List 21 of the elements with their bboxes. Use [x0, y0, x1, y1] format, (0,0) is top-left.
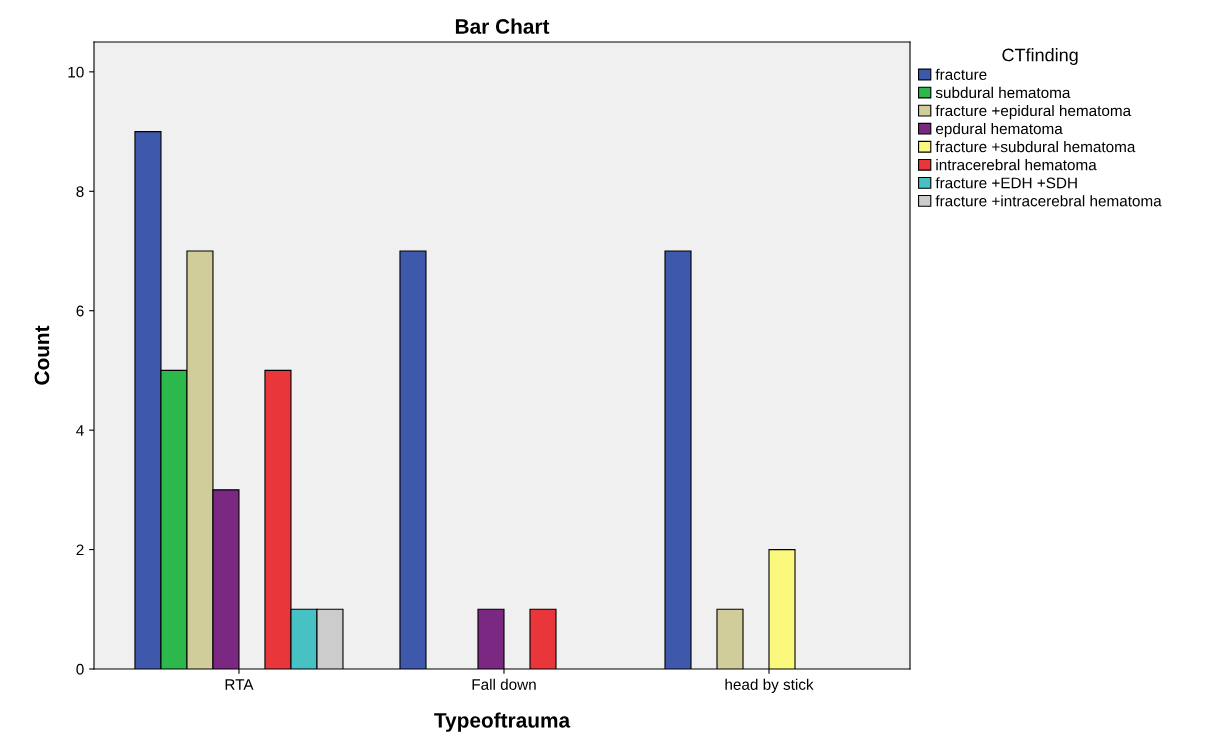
- y-tick-label: 6: [76, 305, 84, 317]
- legend-label: epdural hematoma: [936, 122, 1063, 138]
- y-tick-label: 10: [68, 66, 84, 78]
- legend-label: fracture +subdural hematoma: [935, 141, 1136, 153]
- legend-label: fracture +intracerebral hematoma: [935, 195, 1162, 207]
- legend-label: intracerebral hematoma: [936, 159, 1097, 171]
- x-tick-label: head by stick: [725, 678, 814, 693]
- y-tick-label: 2: [76, 544, 84, 556]
- y-tick-label: 4: [76, 425, 84, 436]
- legend-title: CTfinding: [1002, 48, 1078, 65]
- x-tick-label: RTA: [225, 679, 254, 690]
- y-axis-title: Count: [34, 325, 50, 385]
- y-tick-label: 0: [76, 663, 84, 675]
- legend-label: subdural hematoma: [935, 86, 1071, 99]
- x-tick-label: Fall down: [472, 678, 536, 690]
- legend-label: fracture: [935, 68, 987, 80]
- y-tick-label: 8: [76, 186, 84, 197]
- chart-title: Bar Chart: [455, 18, 550, 34]
- x-axis-title: Typeoftrauma: [434, 712, 571, 732]
- legend-label: fracture +EDH +SDH: [935, 177, 1077, 189]
- legend-label: fracture +epidural hematoma: [935, 104, 1132, 120]
